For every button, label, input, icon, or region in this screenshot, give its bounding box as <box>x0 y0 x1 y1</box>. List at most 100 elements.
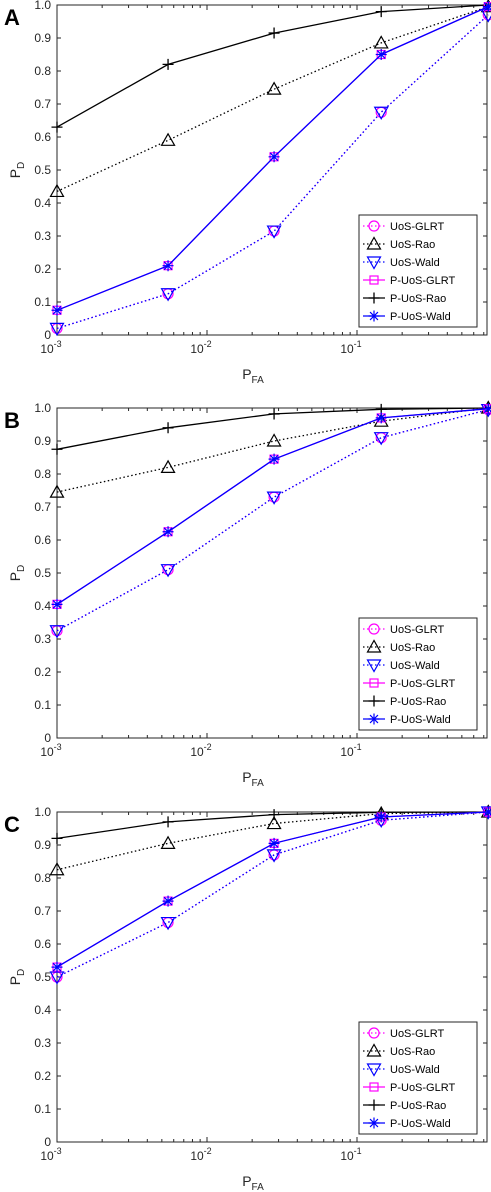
y-tick-label: 0 <box>44 328 51 342</box>
y-tick-label: 1.0 <box>34 805 51 819</box>
data-point <box>268 809 280 821</box>
y-tick-label: 0.4 <box>34 1003 51 1017</box>
data-point <box>49 862 65 876</box>
y-tick-label: 0.2 <box>34 1069 51 1083</box>
legend-marker <box>368 220 380 232</box>
data-point <box>51 121 63 133</box>
y-tick-label: 0.8 <box>34 871 51 885</box>
data-point <box>51 961 63 973</box>
legend-marker <box>368 623 380 635</box>
legend-marker <box>366 1043 382 1057</box>
data-point <box>162 260 174 272</box>
legend-entry: P-UoS-GLRT <box>390 275 455 287</box>
x-tick-label: 10-3 <box>40 742 61 759</box>
y-tick-label: 1.0 <box>34 401 51 415</box>
y-axis-label: PD <box>7 162 27 179</box>
data-point <box>266 225 282 239</box>
data-point <box>51 304 63 316</box>
x-tick-label: 10-1 <box>340 742 361 759</box>
legend-entry: P-UoS-GLRT <box>390 678 455 690</box>
y-tick-label: 0.6 <box>34 937 51 951</box>
legend-entry: UoS-GLRT <box>390 221 444 233</box>
y-tick-label: 0.9 <box>34 434 51 448</box>
data-point <box>268 453 280 465</box>
y-tick-label: 0.7 <box>34 97 51 111</box>
panel-c: C 0 0.1 0.2 0.3 0.4 0.5 0.6 0.7 0.8 0.9 1.0 10-3 10-2… <box>4 804 491 1192</box>
legend-marker <box>366 1063 382 1077</box>
legend-marker <box>366 639 382 653</box>
y-tick-label: 0.1 <box>34 295 51 309</box>
legend-marker <box>369 275 379 285</box>
data-point <box>160 459 176 473</box>
data-point <box>268 27 280 39</box>
legend-marker <box>366 659 382 673</box>
panel-a: A 0 0.1 0.2 0.3 0.4 0.5 0.6 0.7 0.8 0.9 1.0 10-3 10-2… <box>4 0 491 386</box>
data-point <box>375 6 387 18</box>
y-tick-label: 0.2 <box>34 665 51 679</box>
y-tick-label: 0.7 <box>34 500 51 514</box>
y-tick-label: 0.1 <box>34 1102 51 1116</box>
data-point <box>266 81 282 95</box>
legend-entry: UoS-Rao <box>390 642 435 654</box>
panel-letter: A <box>4 5 20 30</box>
data-point <box>266 433 282 447</box>
data-point <box>375 49 387 60</box>
data-point <box>160 916 176 931</box>
data-point <box>266 491 282 505</box>
legend-entry: P-UoS-GLRT <box>390 1082 455 1094</box>
x-tick-label: 10-3 <box>40 1146 61 1163</box>
legend-box <box>358 1021 478 1135</box>
data-point <box>160 132 176 146</box>
y-axis-label: PD <box>7 969 27 986</box>
data-point <box>51 443 63 455</box>
x-tick-label: 10-1 <box>340 1146 361 1163</box>
data-point <box>162 816 174 828</box>
series-p-uos-wald <box>51 806 491 973</box>
data-point <box>162 526 174 538</box>
data-point <box>51 832 63 844</box>
data-point <box>51 598 63 610</box>
legend-entry: UoS-Rao <box>390 239 435 251</box>
legend-marker <box>368 695 380 707</box>
y-tick-label: 0.7 <box>34 904 51 918</box>
legend-marker <box>369 678 379 688</box>
data-point <box>373 35 389 49</box>
data-point <box>160 835 176 849</box>
panel-b: B 0 0.1 0.2 0.3 0.4 0.5 0.6 0.7 0.8 0.9 1.0 10-3 10-2… <box>4 400 491 789</box>
legend-marker <box>369 1082 379 1092</box>
legend-entry: UoS-Wald <box>390 1064 440 1076</box>
data-point <box>160 288 176 302</box>
series-p-uos-rao <box>51 0 491 133</box>
y-tick-label: 0.3 <box>34 229 51 243</box>
y-tick-label: 0.3 <box>34 632 51 646</box>
legend-entry: UoS-Rao <box>390 1046 435 1058</box>
legend-marker <box>366 256 382 270</box>
data-point <box>375 811 387 823</box>
data-point <box>49 322 65 337</box>
x-tick-label: 10-2 <box>190 339 211 356</box>
series-line <box>56 811 489 871</box>
y-axis-label: PD <box>7 565 27 582</box>
legend-entry: UoS-Wald <box>390 660 440 672</box>
legend-entry: UoS-GLRT <box>390 1028 444 1040</box>
legend-marker <box>368 1099 380 1111</box>
legend: UoS-GLRT UoS-Rao UoS-Wald P-UoS-GLRT P-UoS-R… <box>358 214 478 328</box>
y-tick-label: 0.5 <box>34 163 51 177</box>
legend-marker <box>368 1027 380 1039</box>
y-tick-label: 0.2 <box>34 262 51 276</box>
legend-marker <box>368 713 380 725</box>
data-point <box>373 106 389 120</box>
data-point <box>162 422 174 434</box>
x-tick-label: 10-3 <box>40 339 61 356</box>
series-line <box>56 408 489 632</box>
data-point <box>160 564 176 578</box>
legend-entry: P-UoS-Wald <box>390 1118 451 1130</box>
y-tick-label: 0 <box>44 1135 51 1149</box>
y-tick-label: 0.9 <box>34 838 51 852</box>
y-tick-label: 0.6 <box>34 533 51 547</box>
y-tick-label: 0.5 <box>34 566 51 580</box>
y-tick-label: 0.8 <box>34 467 51 481</box>
legend-entry: P-UoS-Wald <box>390 714 451 726</box>
x-axis-label: PFA <box>242 366 264 386</box>
